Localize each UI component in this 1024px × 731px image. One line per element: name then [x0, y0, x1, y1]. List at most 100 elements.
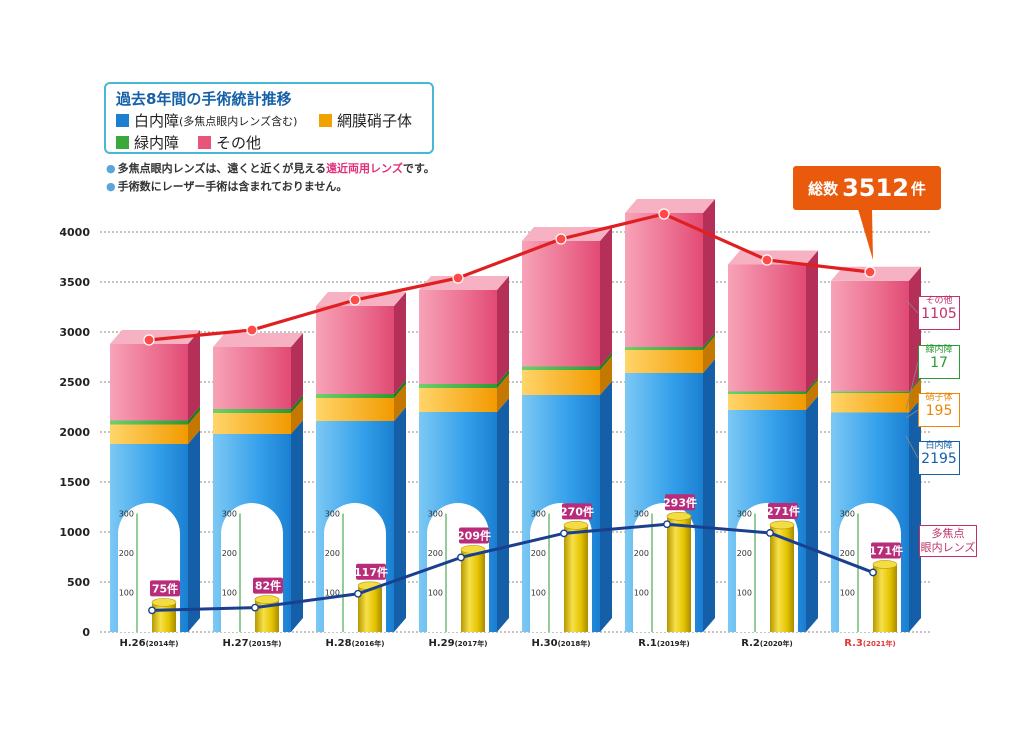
- bar-segment: [213, 347, 291, 409]
- side-label-cataract-name: 白内障: [925, 441, 953, 451]
- side-label-other-value: 1105: [921, 305, 957, 322]
- note1-highlight: 遠近両用レンズ: [326, 162, 403, 175]
- multifocal-badge-label: 117件: [354, 565, 388, 579]
- bar-side: [291, 333, 303, 409]
- bar-side: [291, 420, 303, 632]
- multifocal-scale-tick: 100: [840, 589, 855, 598]
- total-callout: 総数 3512 件: [793, 166, 941, 210]
- total-point: [555, 233, 567, 245]
- bar-segment: [625, 213, 703, 347]
- multifocal-scale-tick: 300: [531, 510, 546, 519]
- legend-item-other: その他: [198, 132, 261, 153]
- total-value: 3512: [842, 174, 909, 202]
- multifocal-scale-tick: 100: [119, 589, 134, 598]
- multifocal-badge: [665, 494, 695, 511]
- y-tick-label: 4000: [59, 226, 90, 239]
- bar-segment: [316, 306, 394, 394]
- bar-segment: [831, 391, 909, 393]
- legend-label-cataract: 白内障: [134, 112, 180, 130]
- multifocal-scale-tick: 200: [119, 549, 134, 558]
- side-label-other-name: その他: [925, 296, 953, 306]
- y-axis: 0 500 1000 1500 2000 2500 3000 3500 4000: [59, 226, 90, 639]
- bar-segment: [728, 391, 806, 394]
- y-tick-label: 3000: [59, 326, 90, 339]
- bar-segment: [110, 420, 188, 425]
- multifocal-point: [869, 568, 877, 577]
- bar-segment: [831, 280, 909, 392]
- legend-label-other: その他: [216, 134, 262, 152]
- multifocal-polyline: [151, 522, 874, 612]
- bar-segment: [831, 393, 909, 413]
- total-point: [246, 324, 258, 336]
- bar-side: [600, 381, 612, 632]
- side-label-cataract: 白内障 2195: [918, 441, 960, 475]
- bar-side: [497, 370, 509, 388]
- multifocal-badge-label: 171件: [869, 543, 903, 557]
- multifocal-badge-label: 82件: [255, 579, 281, 593]
- side-label-leader: [905, 299, 919, 314]
- total-point: [143, 334, 155, 346]
- bar-segment: [625, 347, 703, 350]
- multifocal-scale-tick: 200: [222, 549, 237, 558]
- multifocal-point: [354, 589, 362, 598]
- side-label-other: その他 1105: [918, 296, 960, 330]
- side-label-cataract-value: 2195: [921, 450, 957, 467]
- bar-side: [806, 396, 818, 632]
- multifocal-scale-tick: 300: [119, 510, 134, 519]
- y-tick-label: 500: [67, 576, 90, 589]
- y-tick-label: 1500: [59, 476, 90, 489]
- bar-top: [625, 199, 715, 213]
- y-tick-label: 0: [82, 626, 90, 639]
- multifocal-scale-tick: 200: [428, 549, 443, 558]
- x-tick-label: H.28(2016年): [326, 638, 385, 649]
- bar-side: [806, 377, 818, 394]
- y-tick-label: 2000: [59, 426, 90, 439]
- bar-top: [110, 330, 200, 344]
- side-label-glaucoma-value: 17: [930, 354, 948, 371]
- multifocal-scale-tick: 300: [325, 510, 340, 519]
- multifocal-bar-top: [151, 598, 177, 607]
- bar-segment: [522, 370, 600, 395]
- total-callout-pointer: [858, 209, 873, 260]
- side-label-multifocal-line1: 多焦点: [931, 527, 965, 540]
- bar-segment: [110, 344, 188, 421]
- multifocal-scale-tick: 200: [634, 549, 649, 558]
- bar-side: [703, 333, 715, 350]
- multifocal-bar: [667, 516, 691, 632]
- glaucoma-swatch: [116, 136, 129, 149]
- x-tick-label: H.26(2014年): [120, 638, 179, 649]
- bar-top: [419, 276, 509, 290]
- total-polyline: [148, 212, 871, 342]
- bar-side: [497, 374, 509, 412]
- multifocal-badge-label: 75件: [152, 581, 178, 595]
- legend-item-glaucoma: 緑内障: [116, 132, 179, 153]
- bar-segment: [419, 388, 497, 412]
- side-label-leader: [905, 361, 919, 411]
- multifocal-badge-label: 270件: [560, 504, 594, 518]
- side-label-vitreous-value: 195: [925, 402, 953, 419]
- bar-side: [806, 380, 818, 410]
- multifocal-scale-tick: 300: [737, 510, 752, 519]
- bar-segment: [625, 350, 703, 373]
- bar-segment: [213, 409, 291, 413]
- bar-segment: [728, 264, 806, 392]
- legend-item-cataract: 白内障 (多焦点眼内レンズ含む): [116, 110, 297, 131]
- multifocal-point: [251, 603, 259, 612]
- bar-side: [909, 377, 921, 393]
- bar-segment: [213, 413, 291, 434]
- multifocal-scale-tick: 100: [531, 589, 546, 598]
- y-tick-label: 1000: [59, 526, 90, 539]
- multifocal-scale-tick: 100: [222, 589, 237, 598]
- bar-top: [728, 250, 818, 265]
- multifocal-scale-tick: 200: [325, 549, 340, 558]
- multifocal-bar-top: [769, 520, 795, 530]
- bar-segment: [522, 366, 600, 370]
- bar-side: [291, 399, 303, 434]
- side-label-vitreous-name: 硝子体: [925, 393, 953, 403]
- multifocal-bar-top: [563, 521, 589, 530]
- multifocal-point: [766, 529, 774, 537]
- multifocal-line: [148, 520, 877, 615]
- note1-post: です。: [402, 162, 435, 175]
- bar-segment: [728, 394, 806, 410]
- bar-segment: [316, 398, 394, 421]
